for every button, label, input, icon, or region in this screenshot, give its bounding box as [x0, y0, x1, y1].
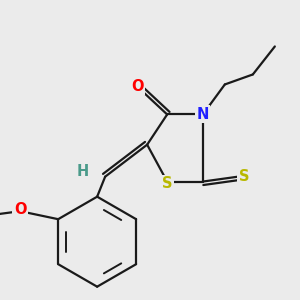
- Text: S: S: [238, 169, 249, 184]
- Text: H: H: [77, 164, 89, 179]
- Text: N: N: [197, 107, 209, 122]
- Text: O: O: [14, 202, 26, 217]
- Text: S: S: [162, 176, 172, 191]
- Text: O: O: [131, 79, 143, 94]
